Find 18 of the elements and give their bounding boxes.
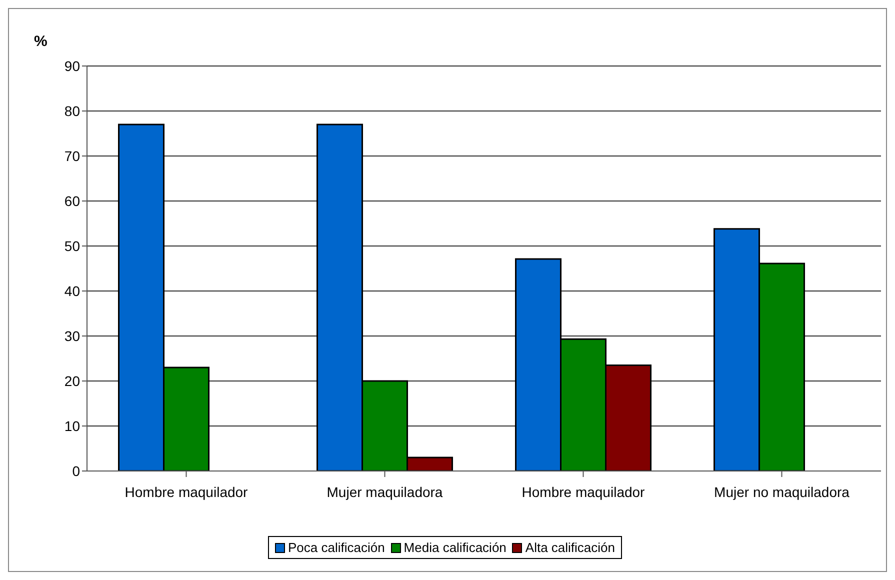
legend-label: Alta calificación <box>524 540 616 555</box>
x-tick-label: Mujer no maquiladora <box>714 484 850 500</box>
y-tick-label: 30 <box>64 328 80 344</box>
y-tick-label: 10 <box>64 418 80 434</box>
y-tick-label: 20 <box>64 372 80 389</box>
y-tick-label: 60 <box>64 192 80 209</box>
y-tick-label: 90 <box>64 58 80 74</box>
x-tick-label: Hombre maquilador <box>124 484 248 500</box>
x-tick-label: Hombre maquilador <box>522 484 646 500</box>
legend-label: Poca calificación <box>286 540 385 555</box>
y-tick-label: 40 <box>64 282 80 299</box>
y-axis-title: % <box>34 33 48 50</box>
legend-label: Media calificación <box>402 540 506 555</box>
x-tick-label: Mujer maquiladora <box>326 484 443 500</box>
y-tick-label: 50 <box>64 238 80 254</box>
y-tick-label: 70 <box>64 148 80 164</box>
y-tick-label: 80 <box>64 102 80 119</box>
y-tick-label: 0 <box>72 462 80 479</box>
